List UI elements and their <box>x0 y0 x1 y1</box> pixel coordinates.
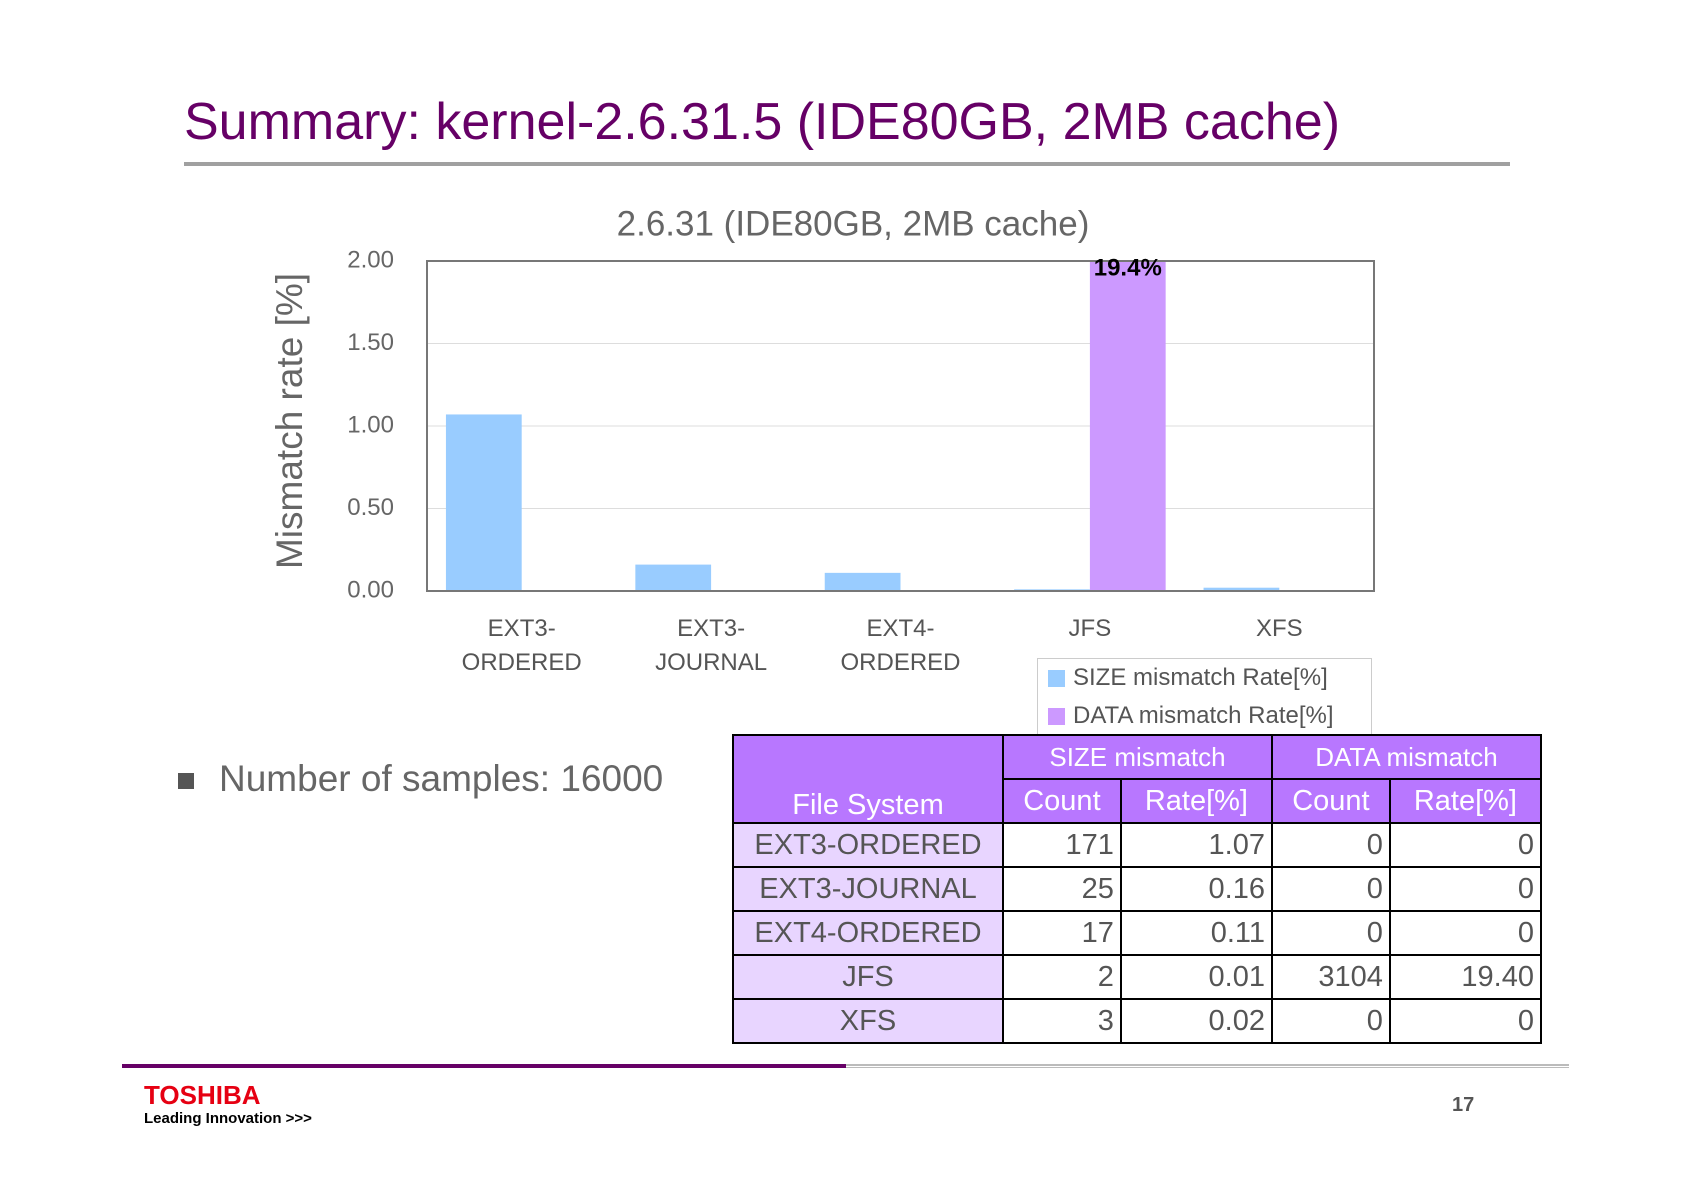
header-cell: Count <box>1002 778 1122 824</box>
table-cell: 3104 <box>1270 954 1391 1000</box>
table-cell: EXT4-ORDERED <box>732 910 1004 956</box>
y-tick-label: 0.50 <box>347 494 394 521</box>
header-row: File System SIZE mismatch DATA mismatch <box>732 734 1543 824</box>
logo: TOSHIBA <box>144 1080 261 1110</box>
header-cell: SIZE mismatch <box>1002 734 1273 780</box>
footer-rule <box>122 1064 846 1068</box>
table-cell: 0 <box>1270 866 1391 912</box>
plot-frame <box>426 260 1375 592</box>
table-cell: EXT3-JOURNAL <box>732 866 1004 912</box>
data-label: 19.4% <box>1094 254 1162 281</box>
y-axis-title: Mismatch rate [%] <box>269 273 310 569</box>
legend-swatch <box>1048 707 1065 725</box>
table-cell: JFS <box>732 954 1004 1000</box>
legend-label: SIZE mismatch Rate[%] <box>1073 664 1328 691</box>
bar <box>1089 261 1166 591</box>
table-row: EXT3-ORDERED 171 1.07 0 0 <box>732 822 1543 868</box>
y-tick-label: 0.00 <box>347 576 394 603</box>
bullet-marker <box>178 773 194 789</box>
x-tick-label: EXT3- JOURNAL <box>655 615 768 676</box>
table-cell: 0.02 <box>1119 998 1273 1044</box>
table-cell: 19.40 <box>1388 954 1543 1000</box>
results-table: File System SIZE mismatch DATA mismatch Cou… <box>732 734 1543 1044</box>
table-cell: 0 <box>1388 822 1543 868</box>
y-tick-label: 2.00 <box>347 246 394 273</box>
table-cell: 0 <box>1270 998 1391 1044</box>
bar <box>635 564 712 591</box>
title-rule <box>184 162 1510 166</box>
x-tick-label: JFS <box>1068 615 1112 642</box>
bullet-text: Number of samples: 16000 <box>219 758 664 799</box>
table-cell: 25 <box>1002 866 1122 912</box>
table-cell: 0 <box>1388 910 1543 956</box>
table-cell: 0 <box>1388 998 1543 1044</box>
table-cell: EXT3-ORDERED <box>732 822 1004 868</box>
tagline: Leading Innovation >>> <box>144 1110 312 1127</box>
table-cell: 2 <box>1002 954 1122 1000</box>
bar <box>1203 587 1280 591</box>
footer-rule <box>846 1064 1569 1068</box>
header-cell: Rate[%] <box>1119 778 1273 824</box>
x-tick-label: EXT3- ORDERED <box>461 615 582 676</box>
table-cell: 0 <box>1270 822 1391 868</box>
table-cell: 0.11 <box>1119 910 1273 956</box>
header-cell: DATA mismatch <box>1270 734 1543 780</box>
legend-entry: DATA mismatch Rate[%] <box>1038 697 1371 735</box>
table-cell: XFS <box>732 998 1004 1044</box>
legend: SIZE mismatch Rate[%] DATA mismatch Rate[… <box>1037 658 1372 736</box>
chart-title: 2.6.31 (IDE80GB, 2MB cache) <box>617 204 1090 243</box>
table-row: EXT3-JOURNAL 25 0.16 0 0 <box>732 866 1543 912</box>
header-row: Count Rate[%] Count Rate[%] <box>733 778 1543 824</box>
legend-entry: SIZE mismatch Rate[%] <box>1038 659 1371 697</box>
page-number: 17 <box>1452 1094 1475 1116</box>
header-cell: Rate[%] <box>1388 778 1543 824</box>
x-tick-label: XFS <box>1255 615 1303 642</box>
table-cell: 1.07 <box>1119 822 1273 868</box>
table-cell: 0.01 <box>1119 954 1273 1000</box>
legend-label: DATA mismatch Rate[%] <box>1073 702 1334 729</box>
table-cell: 171 <box>1002 822 1122 868</box>
y-tick-label: 1.50 <box>347 329 394 356</box>
table-row: JFS 2 0.01 3104 19.40 <box>732 954 1543 1000</box>
header-cell: File System <box>732 734 1004 824</box>
x-tick-label: EXT4- ORDERED <box>840 615 961 676</box>
header-cell: Count <box>1270 778 1391 824</box>
table-cell: 0.16 <box>1119 866 1273 912</box>
table-row: XFS 3 0.02 0 0 <box>732 998 1543 1044</box>
y-tick-label: 1.00 <box>347 411 394 438</box>
table-cell: 0 <box>1270 910 1391 956</box>
bar <box>824 572 901 591</box>
table-cell: 0 <box>1388 866 1543 912</box>
legend-swatch <box>1048 669 1065 687</box>
table-cell: 3 <box>1002 998 1122 1044</box>
slide-title: Summary: kernel-2.6.31.5 (IDE80GB, 2MB c… <box>184 93 1341 151</box>
bar <box>445 414 522 591</box>
table-row: EXT4-ORDERED 17 0.11 0 0 <box>732 910 1543 956</box>
table-cell: 17 <box>1002 910 1122 956</box>
